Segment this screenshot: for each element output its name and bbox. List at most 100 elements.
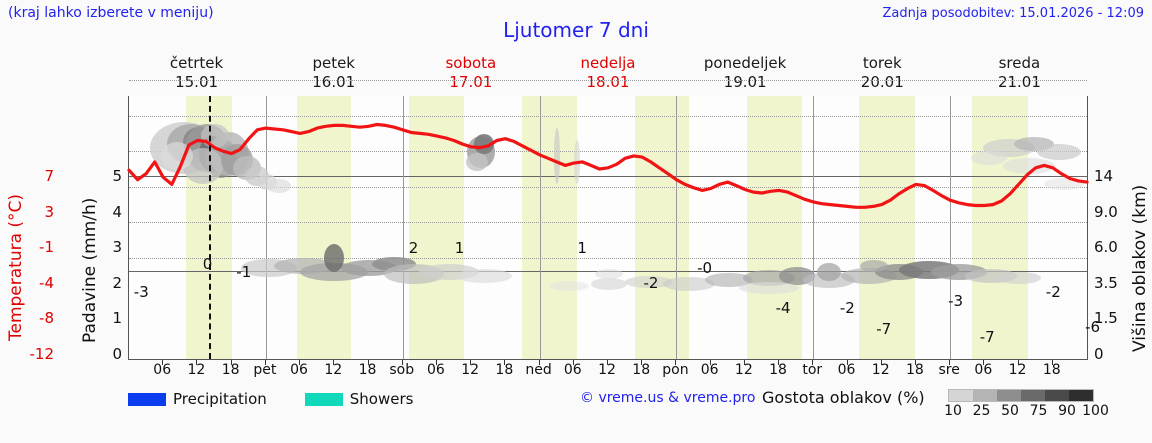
gridline-5 [129,258,1087,259]
cloud-blob [595,269,623,279]
hour-tick-1 [196,360,198,365]
daylight-shade-4 [634,96,690,359]
hour-tick-13 [607,360,608,365]
cloud-blob [1037,144,1081,160]
hour-tick-22 [914,360,916,365]
hour-label-15: pon [662,362,689,378]
precipitation-tick-labels: 5 4 3 2 1 0 [100,96,122,363]
hour-label-21: 12 [871,362,890,378]
day-header-1: četrtek 15.01 [128,54,265,94]
day-date: 21.01 [997,73,1041,91]
hour-tick-6 [367,360,369,365]
precipitation-axis-title: Padavine (mm/h) [80,197,100,343]
temperature-label-14: -6 [1085,318,1101,336]
day-header-5: ponedeljek 19.01 [677,54,814,94]
hour-tick-10 [504,360,506,365]
cloud-blob [705,273,753,287]
temperature-label-1: 0 [202,255,213,273]
hour-label-6: 18 [358,362,377,378]
day-date: 17.01 [449,73,493,91]
precipitation-swatch [128,392,166,406]
gridline-4 [129,222,1087,224]
day-name: nedelja [580,54,636,72]
hour-label-5: 12 [324,362,343,378]
hour-tick-14 [641,360,643,365]
precipitation-legend-label: Precipitation [173,390,267,408]
cloud-density-tick-5: 100 [1082,403,1109,419]
hour-tick-0 [162,360,164,365]
cloud-density-tick-1: 25 [972,403,991,419]
day-separator-1 [265,96,267,359]
day-date: 15.01 [175,73,219,91]
gridline-1 [129,115,1087,117]
hour-tick-4 [299,360,301,365]
hour-label-0: 06 [153,362,172,378]
cloud-density-tick-0: 10 [944,403,962,419]
gridline-0 [129,80,1087,81]
hour-label-13: 12 [598,362,616,378]
prec-tick-0: 5 [112,167,122,185]
temperature-label-7: -0 [697,259,713,277]
showers-swatch [304,392,343,406]
location-menu-note[interactable]: (kraj lahko izberete v meniju) [8,5,214,21]
temp-tick-0: 7 [44,167,54,185]
daylight-shade-6 [858,96,915,359]
day-separator-6 [950,96,952,359]
credit-link[interactable]: © vreme.us & vreme.pro [580,390,756,406]
temperature-label-2: -1 [236,263,252,281]
gridline-2 [129,151,1087,153]
hour-label-22: 18 [906,362,924,378]
day-name: ponedeljek [703,54,787,72]
hour-tick-26 [1051,360,1053,365]
hour-tick-17 [743,360,745,365]
hour-tick-15 [675,360,677,365]
cloud-tick-5: 0 [1094,345,1104,363]
temperature-label-8: -4 [775,299,791,317]
hour-tick-16 [709,360,711,365]
day-name: torek [862,54,902,72]
cloud-blob [971,151,1007,165]
temperature-axis-title: Temperatura (°C) [6,193,26,342]
hour-tick-5 [333,360,335,365]
temp-tick-2: -1 [39,238,54,257]
daylight-shade-3 [521,96,578,359]
legend-item-precipitation: Precipitation [128,390,267,408]
day-separator-2 [402,96,404,359]
hour-label-16: 06 [700,362,719,378]
temp-tick-3: -4 [39,273,54,292]
cloud-tick-2: 6.0 [1094,238,1118,257]
temperature-label-5: 1 [577,239,587,257]
hour-tick-9 [470,360,472,365]
cloud-density-legend-title: Gostota oblakov (%) [762,388,925,407]
day-date: 16.01 [312,73,356,91]
hour-axis-labels: 06 12 18 pet 06 12 18 sob 06 12 18 ned 06 12 18 pon 06 12… [128,362,1088,380]
cloud-blob [466,153,488,171]
day-name: petek [312,54,355,72]
legend-item-showers: Showers [304,390,413,408]
cloud-density-scale-labels: 10 25 50 75 90 100 [940,403,1109,419]
cloud-tick-1: 9.0 [1094,202,1118,221]
prec-tick-3: 2 [112,273,122,292]
temperature-label-13: -2 [1045,283,1061,301]
temperature-label-10: -7 [876,320,892,338]
hour-label-4: 06 [290,362,308,378]
day-name: sreda [998,54,1041,72]
now-marker [208,96,211,359]
cloud-blob [860,260,888,272]
hour-label-17: 12 [734,362,753,378]
hour-label-8: 06 [427,362,445,378]
hour-tick-20 [846,360,848,365]
hour-tick-8 [435,360,437,365]
temp-tick-4: -8 [39,309,54,328]
day-header-6: torek 20.01 [814,54,951,94]
day-header-7: sreda 21.01 [951,54,1088,94]
hour-label-11: ned [525,362,552,378]
cloud-density-tick-4: 90 [1058,403,1076,419]
temperature-label-6: -2 [643,274,659,292]
page-title: Ljutomer 7 dni [503,18,649,42]
day-header-row: četrtek 15.01 petek 16.01 sobota 17.01 nedelja… [128,54,1088,94]
hour-label-7: sob [389,362,415,378]
day-header-2: petek 16.01 [265,54,402,94]
day-date: 18.01 [586,73,630,91]
